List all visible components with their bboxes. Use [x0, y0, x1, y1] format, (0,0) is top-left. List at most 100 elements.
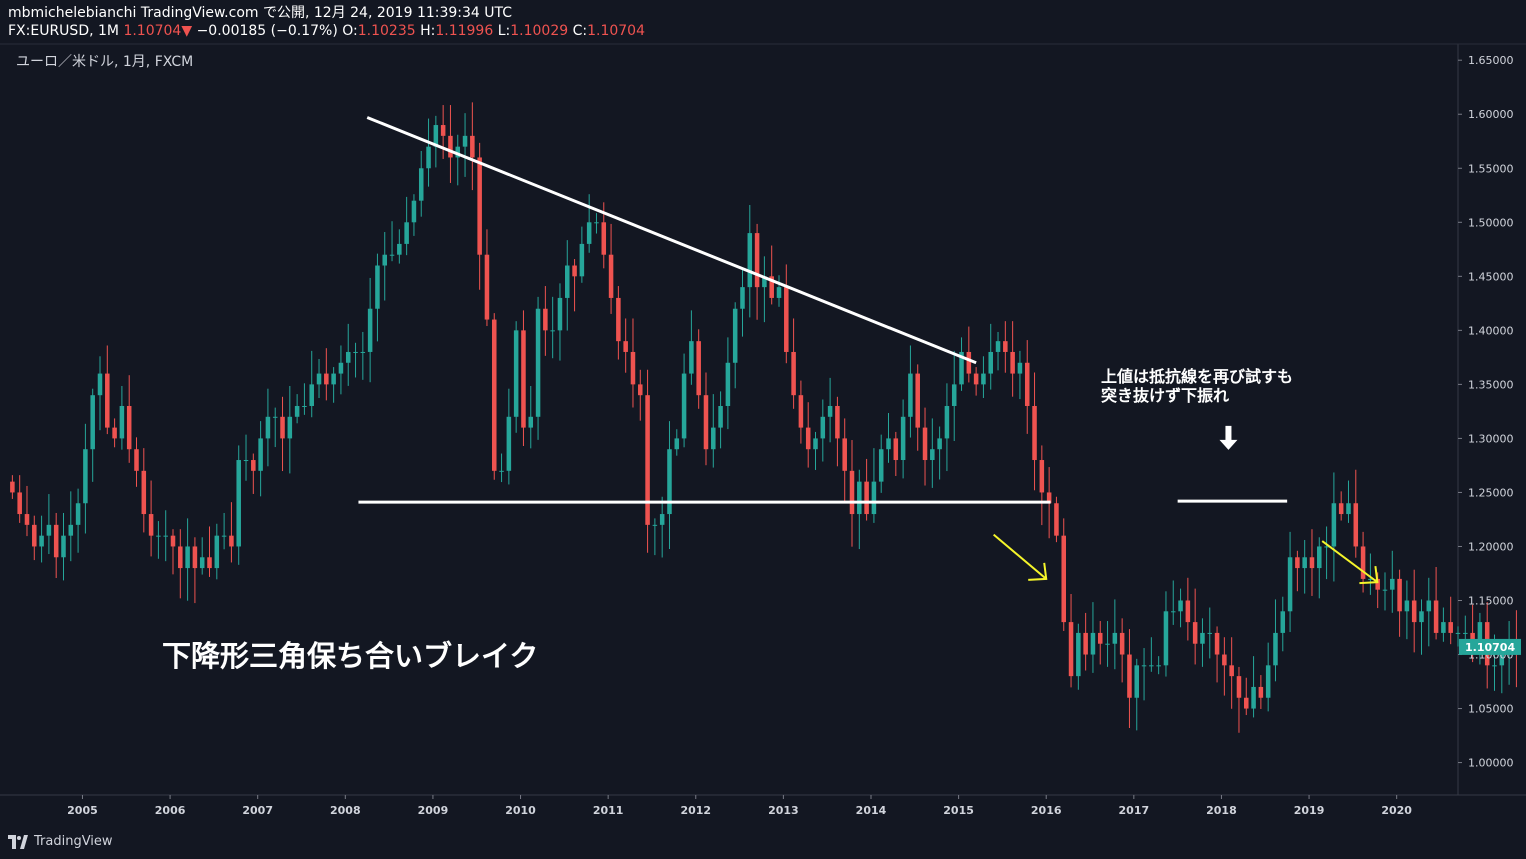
candle-body — [1492, 665, 1497, 667]
open-value: 1.10235 — [357, 23, 416, 39]
y-tick-label: 1.50000 — [1468, 216, 1514, 229]
x-tick-label: 2018 — [1206, 804, 1237, 817]
candle-body — [1411, 600, 1417, 623]
arrow-head — [1028, 562, 1048, 581]
candle-body — [1127, 654, 1132, 698]
candle-body — [1397, 578, 1402, 612]
candle-body — [32, 524, 37, 547]
candle-body — [1448, 622, 1453, 633]
candle-body — [543, 308, 548, 331]
candle-body — [170, 535, 176, 547]
candle-body — [608, 254, 614, 298]
y-tick-label: 1.00000 — [1468, 757, 1514, 770]
yellow-arrow-1-icon — [993, 533, 1048, 581]
candle-body — [864, 481, 869, 515]
candle-body — [1178, 600, 1183, 612]
candle-body — [243, 460, 249, 462]
candle-body — [199, 557, 205, 569]
candle-body — [1236, 676, 1242, 698]
candle-body — [842, 438, 847, 471]
candle-body — [1265, 665, 1271, 698]
candle-body — [769, 276, 774, 298]
candle-body — [835, 405, 840, 439]
candle-body — [930, 449, 935, 461]
x-tick-label: 2017 — [1119, 804, 1150, 817]
chart-header: mbmichelebianchi TradingView.com で公開, 12… — [8, 4, 645, 40]
candle-body — [309, 384, 314, 406]
candle-body — [1470, 632, 1475, 644]
candle-body — [1003, 341, 1008, 352]
candle-body — [17, 492, 22, 515]
candle-body — [1119, 632, 1125, 655]
down-arrow-icon: ▼ — [181, 23, 193, 39]
candle-body — [265, 416, 271, 439]
candle-body — [557, 297, 563, 331]
candle-body — [937, 438, 942, 450]
candle-body — [272, 416, 278, 418]
candle-body — [1477, 622, 1483, 644]
candle-body — [105, 373, 110, 428]
candle-body — [1419, 611, 1424, 623]
candle-body — [601, 222, 607, 255]
candle-body — [1368, 578, 1373, 580]
candle-body — [995, 341, 1001, 352]
x-tick-label: 2014 — [856, 804, 887, 817]
candle-body — [1302, 557, 1307, 569]
down-arrow-icon — [1219, 425, 1238, 450]
candle-body — [711, 427, 716, 450]
candle-body — [900, 416, 906, 461]
candle-body — [83, 449, 88, 504]
descending-trendline — [366, 116, 977, 365]
candle-body — [287, 416, 293, 439]
candle-body — [1207, 632, 1213, 634]
candle-body — [1251, 686, 1256, 709]
candle-body — [1061, 535, 1067, 623]
candle-body — [791, 351, 796, 396]
candle-body — [878, 449, 884, 482]
candle-body — [1192, 622, 1198, 644]
candle-body — [988, 351, 993, 374]
candle-body — [382, 254, 388, 266]
candle-body — [426, 146, 431, 169]
candle-body — [696, 341, 701, 396]
x-tick-label: 2013 — [768, 804, 799, 817]
candle-body — [630, 351, 636, 385]
candle-body — [46, 524, 52, 536]
y-tick-label: 1.15000 — [1468, 594, 1514, 607]
candle-body — [1244, 697, 1249, 709]
candle-body — [1185, 600, 1191, 623]
candle-body — [1309, 557, 1315, 569]
candle-body — [491, 319, 497, 471]
candle-body — [148, 514, 154, 536]
candle-body — [1032, 405, 1037, 461]
candle-body — [1499, 654, 1505, 666]
candle-body — [10, 481, 15, 493]
candle-body — [324, 373, 329, 385]
candle-body — [944, 405, 950, 439]
candle-body — [75, 503, 81, 525]
candle-body — [703, 395, 709, 450]
candle-body — [1054, 503, 1059, 536]
candle-body — [1039, 460, 1045, 493]
candle-body — [1097, 632, 1103, 644]
candle-body — [689, 341, 694, 374]
candle-body — [221, 535, 227, 537]
candle-body — [1455, 632, 1461, 634]
note-line-2: 突き抜けず下振れ — [1101, 386, 1229, 405]
candle-body — [1163, 611, 1169, 666]
y-axis: 1.000001.050001.100001.150001.200001.250… — [1458, 54, 1521, 770]
candle-body — [1156, 665, 1161, 667]
candle-body — [61, 535, 66, 558]
candle-body — [375, 265, 380, 309]
candle-body — [754, 233, 760, 288]
candle-body — [1258, 686, 1264, 698]
change-value: −0.00185 (−0.17%) — [196, 23, 338, 39]
candle-body — [1214, 632, 1220, 655]
candle-body — [1200, 632, 1205, 644]
candle-body — [535, 308, 541, 417]
candle-body — [659, 514, 665, 525]
candle-body — [1338, 503, 1344, 515]
candle-body — [236, 460, 241, 547]
candle-body — [302, 405, 307, 407]
